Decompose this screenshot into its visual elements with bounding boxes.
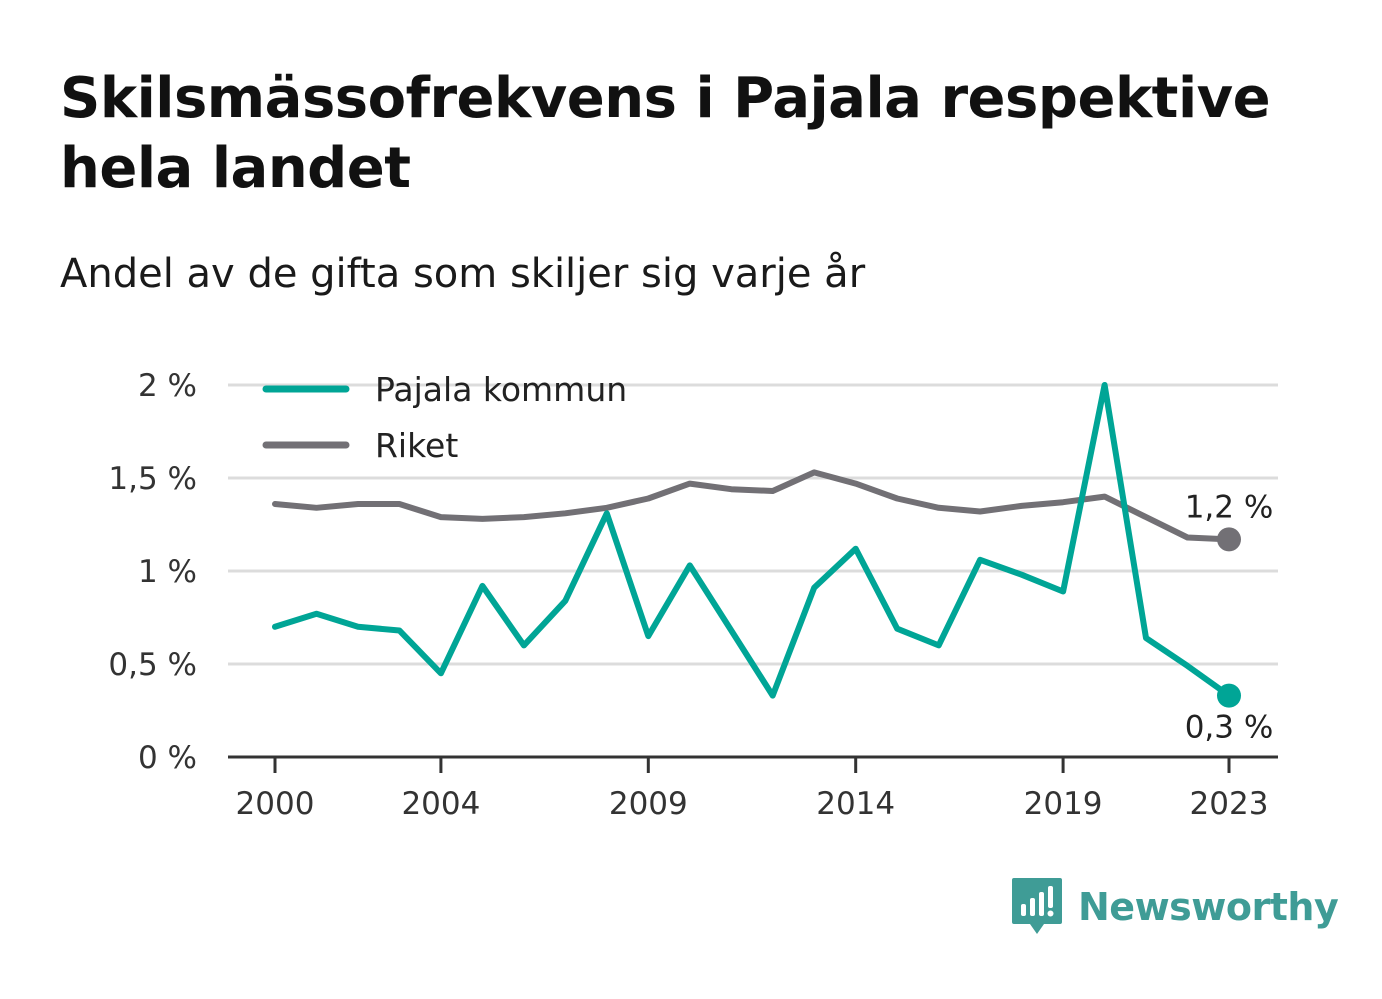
y-tick-label: 0,5 % <box>108 647 197 683</box>
y-tick-label: 1 % <box>138 554 197 590</box>
x-tick-label: 2004 <box>401 786 480 822</box>
end-value-label: 0,3 % <box>1185 710 1274 746</box>
chart-title: Skilsmässofrekvens i Pajala respektive h… <box>60 66 1271 201</box>
x-tick-label: 2000 <box>236 786 315 822</box>
series-line-pajala <box>272 382 1232 699</box>
x-tick-label: 2009 <box>609 786 688 822</box>
end-markers: 0,3 % 1,2 % <box>1185 489 1274 745</box>
x-tick-label: 2023 <box>1190 786 1269 822</box>
y-tick-label: 0 % <box>138 740 197 776</box>
chart-subtitle: Andel av de gifta som skiljer sig varje … <box>60 251 866 297</box>
x-tick-label: 2019 <box>1024 786 1103 822</box>
end-value-label: 1,2 % <box>1185 489 1274 525</box>
legend-label: Pajala kommun <box>375 370 627 409</box>
end-marker <box>1217 683 1241 708</box>
newsworthy-logo-icon <box>1012 878 1062 934</box>
x-tick-label: 2014 <box>816 786 895 822</box>
y-axis-ticks: 0 % 0,5 % 1 % 1,5 % 2 % <box>108 368 197 776</box>
end-marker <box>1217 527 1241 552</box>
x-axis: 2000 2004 2009 2014 2019 2023 <box>228 755 1278 822</box>
brand-name: Newsworthy <box>1078 885 1339 929</box>
legend-label: Riket <box>375 426 458 465</box>
y-tick-label: 1,5 % <box>108 461 197 497</box>
legend: Pajala kommun Riket <box>262 370 627 465</box>
series-line-riket <box>272 469 1232 543</box>
series-lines <box>272 382 1232 699</box>
y-tick-label: 2 % <box>138 368 197 404</box>
brand: Newsworthy <box>1010 876 1339 938</box>
